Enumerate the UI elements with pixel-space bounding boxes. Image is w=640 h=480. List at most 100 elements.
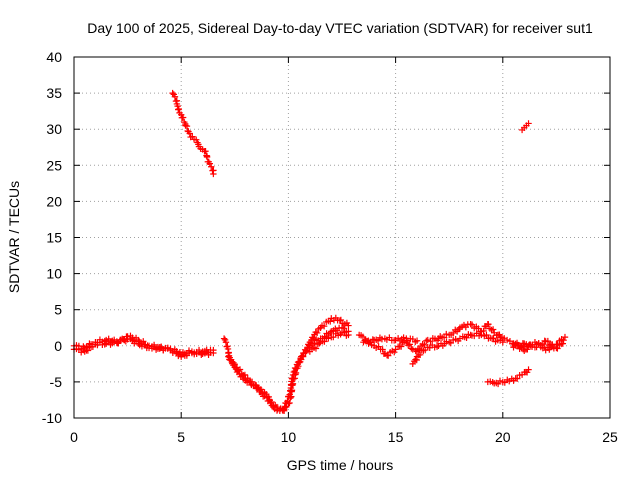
data-point [345, 322, 352, 329]
data-point [327, 318, 334, 325]
series-track-b [70, 332, 217, 360]
series-track-m [510, 337, 567, 352]
data-point [503, 336, 511, 344]
data-point [254, 384, 262, 391]
x-tick-label: 10 [281, 429, 297, 445]
y-tick-label: 20 [46, 193, 62, 209]
data-series [70, 89, 569, 414]
data-point [559, 340, 567, 347]
data-point [290, 368, 298, 376]
data-point [183, 122, 191, 130]
data-point [252, 381, 259, 389]
data-point [391, 348, 398, 356]
series-track-i [360, 334, 421, 346]
series-track-j [484, 366, 532, 388]
series-track-d [220, 314, 352, 414]
y-axis-label: SDTVAR / TECUs [6, 181, 22, 293]
y-tick-label: 35 [46, 85, 62, 101]
data-point [337, 316, 345, 324]
data-point [227, 356, 235, 363]
data-point [169, 89, 176, 97]
data-point [379, 346, 386, 353]
chart-title: Day 100 of 2025, Sidereal Day-to-day VTE… [87, 20, 593, 36]
x-tick-label: 15 [388, 429, 404, 445]
data-point [340, 325, 348, 332]
data-point [525, 366, 532, 373]
y-tick-label: 0 [54, 338, 62, 354]
data-point [561, 333, 569, 341]
data-point [220, 335, 228, 342]
data-point [443, 330, 450, 338]
y-tick-label: 5 [54, 302, 62, 318]
data-point [185, 348, 193, 356]
y-tick-label: -10 [42, 410, 62, 426]
y-tick-label: 40 [46, 49, 62, 65]
data-point [179, 114, 187, 121]
x-tick-label: 20 [495, 429, 511, 445]
data-point [514, 375, 521, 382]
data-point [171, 93, 179, 100]
data-point [222, 339, 230, 346]
data-point [145, 342, 153, 349]
data-point [406, 341, 413, 348]
data-point [206, 160, 214, 167]
data-point [291, 364, 299, 372]
data-point [198, 351, 205, 359]
data-point [284, 398, 291, 405]
data-point [560, 336, 567, 344]
data-point [274, 406, 281, 413]
series-track-c [169, 89, 217, 178]
data-point [313, 329, 321, 337]
data-point [121, 336, 128, 344]
y-tick-label: 10 [46, 266, 62, 282]
data-point [101, 341, 108, 348]
data-point [289, 371, 297, 379]
data-point [489, 326, 497, 333]
data-point [114, 340, 122, 347]
data-point [312, 345, 320, 352]
y-tick-label: 15 [46, 230, 62, 246]
data-point [203, 153, 211, 161]
data-point [421, 341, 428, 349]
data-point [281, 404, 288, 411]
data-point [246, 378, 253, 385]
x-tick-label: 5 [177, 429, 185, 445]
data-point [455, 325, 463, 333]
series-track-h [409, 330, 506, 368]
series-track-f [306, 328, 352, 355]
data-point [210, 170, 217, 178]
data-point [417, 351, 424, 359]
data-point [408, 345, 415, 352]
data-point [517, 343, 524, 350]
data-point [268, 398, 275, 406]
data-point [490, 335, 497, 342]
data-point [327, 329, 334, 336]
data-point [496, 377, 504, 384]
data-point [175, 106, 182, 113]
data-point [524, 346, 531, 353]
data-point [157, 343, 165, 350]
data-point [312, 328, 319, 336]
data-point [345, 331, 352, 339]
data-point [384, 352, 392, 359]
data-point [330, 333, 337, 341]
data-point [140, 338, 147, 345]
data-point [225, 353, 232, 360]
data-point [463, 334, 470, 342]
data-point [193, 136, 200, 143]
data-point [533, 343, 540, 351]
data-point [258, 388, 266, 396]
data-point [292, 365, 300, 372]
data-point [210, 349, 217, 357]
data-point [175, 105, 183, 113]
data-point [499, 338, 506, 346]
data-point [302, 349, 309, 356]
plot-frame [73, 56, 611, 419]
data-point [480, 327, 487, 335]
data-point [202, 147, 209, 155]
x-tick-label: 25 [602, 429, 618, 445]
data-point [544, 337, 552, 345]
data-point [321, 338, 328, 345]
data-point [414, 345, 422, 353]
